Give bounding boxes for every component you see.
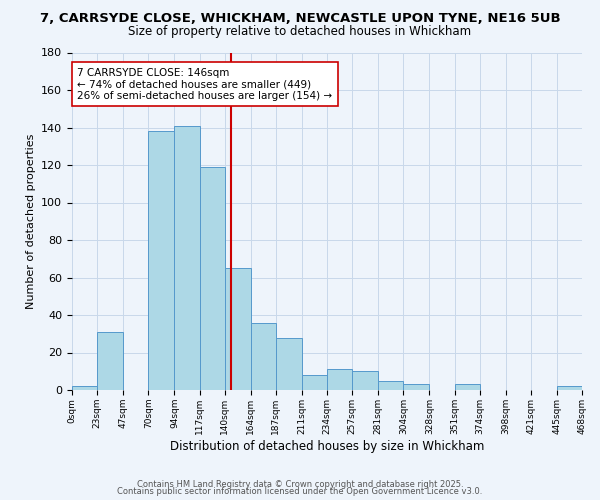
Bar <box>199 167 224 390</box>
Bar <box>72 386 97 390</box>
Bar <box>97 332 123 390</box>
Text: 7, CARRSYDE CLOSE, WHICKHAM, NEWCASTLE UPON TYNE, NE16 5UB: 7, CARRSYDE CLOSE, WHICKHAM, NEWCASTLE U… <box>40 12 560 26</box>
Text: Contains HM Land Registry data © Crown copyright and database right 2025.: Contains HM Land Registry data © Crown c… <box>137 480 463 489</box>
Bar <box>403 384 430 390</box>
Text: Contains public sector information licensed under the Open Government Licence v3: Contains public sector information licen… <box>118 487 482 496</box>
Bar <box>302 375 327 390</box>
Bar <box>148 131 175 390</box>
X-axis label: Distribution of detached houses by size in Whickham: Distribution of detached houses by size … <box>170 440 484 452</box>
Bar <box>557 386 582 390</box>
Bar <box>251 322 276 390</box>
Text: 7 CARRSYDE CLOSE: 146sqm
← 74% of detached houses are smaller (449)
26% of semi-: 7 CARRSYDE CLOSE: 146sqm ← 74% of detach… <box>77 68 332 100</box>
Y-axis label: Number of detached properties: Number of detached properties <box>26 134 35 309</box>
Bar <box>175 126 200 390</box>
Bar <box>378 380 403 390</box>
Bar <box>276 338 302 390</box>
Bar <box>352 371 378 390</box>
Bar <box>455 384 479 390</box>
Text: Size of property relative to detached houses in Whickham: Size of property relative to detached ho… <box>128 25 472 38</box>
Bar <box>327 370 352 390</box>
Bar <box>224 268 251 390</box>
